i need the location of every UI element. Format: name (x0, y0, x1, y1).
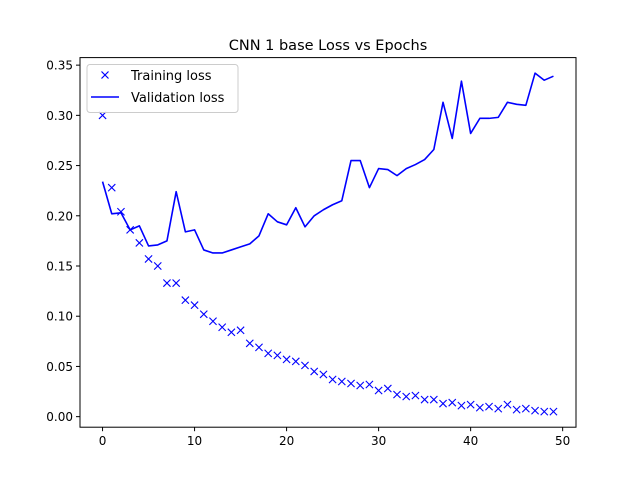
training-loss-point (429, 395, 438, 404)
y-tick-label: 0.20 (46, 209, 73, 223)
training-loss-point (162, 279, 171, 288)
training-loss-point (245, 339, 254, 348)
legend-label-validation-loss: Validation loss (131, 91, 225, 106)
training-loss-point (503, 400, 512, 409)
training-loss-point (337, 377, 346, 386)
training-loss-point (393, 390, 402, 399)
training-loss-point (236, 326, 245, 335)
training-loss-point (310, 367, 319, 376)
x-tick-label: 50 (555, 434, 570, 448)
training-loss-point (199, 310, 208, 319)
training-loss-point (273, 351, 282, 360)
training-loss-point (181, 296, 190, 305)
training-loss-point (475, 403, 484, 412)
training-loss-point (301, 361, 309, 370)
training-loss-point (420, 395, 429, 404)
training-loss-point (485, 402, 494, 411)
training-loss-point (227, 328, 236, 337)
y-tick-label: 0.05 (46, 360, 73, 374)
y-tick-label: 0.25 (46, 159, 73, 173)
training-loss-point (107, 183, 116, 192)
training-loss-point (448, 398, 457, 407)
x-tick-label: 30 (371, 434, 386, 448)
training-loss-point (218, 323, 227, 332)
training-loss-point (374, 386, 383, 395)
training-loss-point (365, 380, 374, 389)
training-loss-point (356, 381, 365, 390)
training-loss-point (328, 375, 337, 384)
y-tick-label: 0.30 (46, 109, 73, 123)
x-axis-ticks: 0 10 20 30 40 50 (99, 427, 570, 448)
x-tick-label: 20 (279, 434, 294, 448)
x-tick-label: 0 (99, 434, 107, 448)
training-loss-point (439, 399, 448, 408)
plot-area (98, 72, 558, 416)
legend-label-training-loss: Training loss (130, 69, 212, 84)
training-loss-point (172, 279, 181, 288)
training-loss-point (549, 407, 558, 416)
training-loss-point (291, 357, 300, 366)
x-tick-label: 10 (187, 434, 202, 448)
training-loss-point (116, 207, 125, 216)
training-loss-point (383, 384, 392, 393)
training-loss-point (521, 404, 530, 413)
training-loss-point (144, 254, 153, 263)
training-loss-point (531, 406, 540, 415)
training-loss-point (466, 400, 475, 409)
training-loss-point (347, 379, 355, 388)
training-loss-point (254, 343, 263, 352)
chart-title: CNN 1 base Loss vs Epochs (229, 38, 428, 54)
legend-box (86, 64, 239, 113)
y-tick-label: 0.00 (46, 410, 73, 424)
training-loss-point (512, 405, 521, 414)
y-tick-label: 0.10 (46, 310, 73, 324)
training-loss-point (494, 404, 503, 413)
x-tick-label: 40 (463, 434, 478, 448)
training-loss-point (540, 407, 549, 416)
training-loss-point (208, 317, 217, 326)
training-loss-point (126, 225, 135, 234)
training-loss-point (457, 401, 466, 410)
training-loss-point (402, 392, 411, 401)
training-loss-point (282, 355, 291, 364)
training-loss-point (264, 349, 273, 358)
axes-frame (79, 57, 577, 428)
y-tick-label: 0.15 (46, 260, 73, 274)
training-loss-point (153, 262, 162, 270)
validation-loss-line (101, 72, 554, 254)
y-axis-ticks: 0.00 0.05 0.10 0.15 0.20 0.25 0.30 0.35 (46, 59, 80, 424)
training-loss-point (319, 370, 328, 379)
training-loss-point (190, 301, 199, 310)
training-loss-point (135, 238, 144, 247)
legend-marker-training-x-icon (101, 71, 109, 79)
legend: Training loss Validation loss (86, 64, 239, 113)
y-tick-label: 0.35 (46, 59, 73, 73)
training-loss-point (411, 391, 420, 400)
